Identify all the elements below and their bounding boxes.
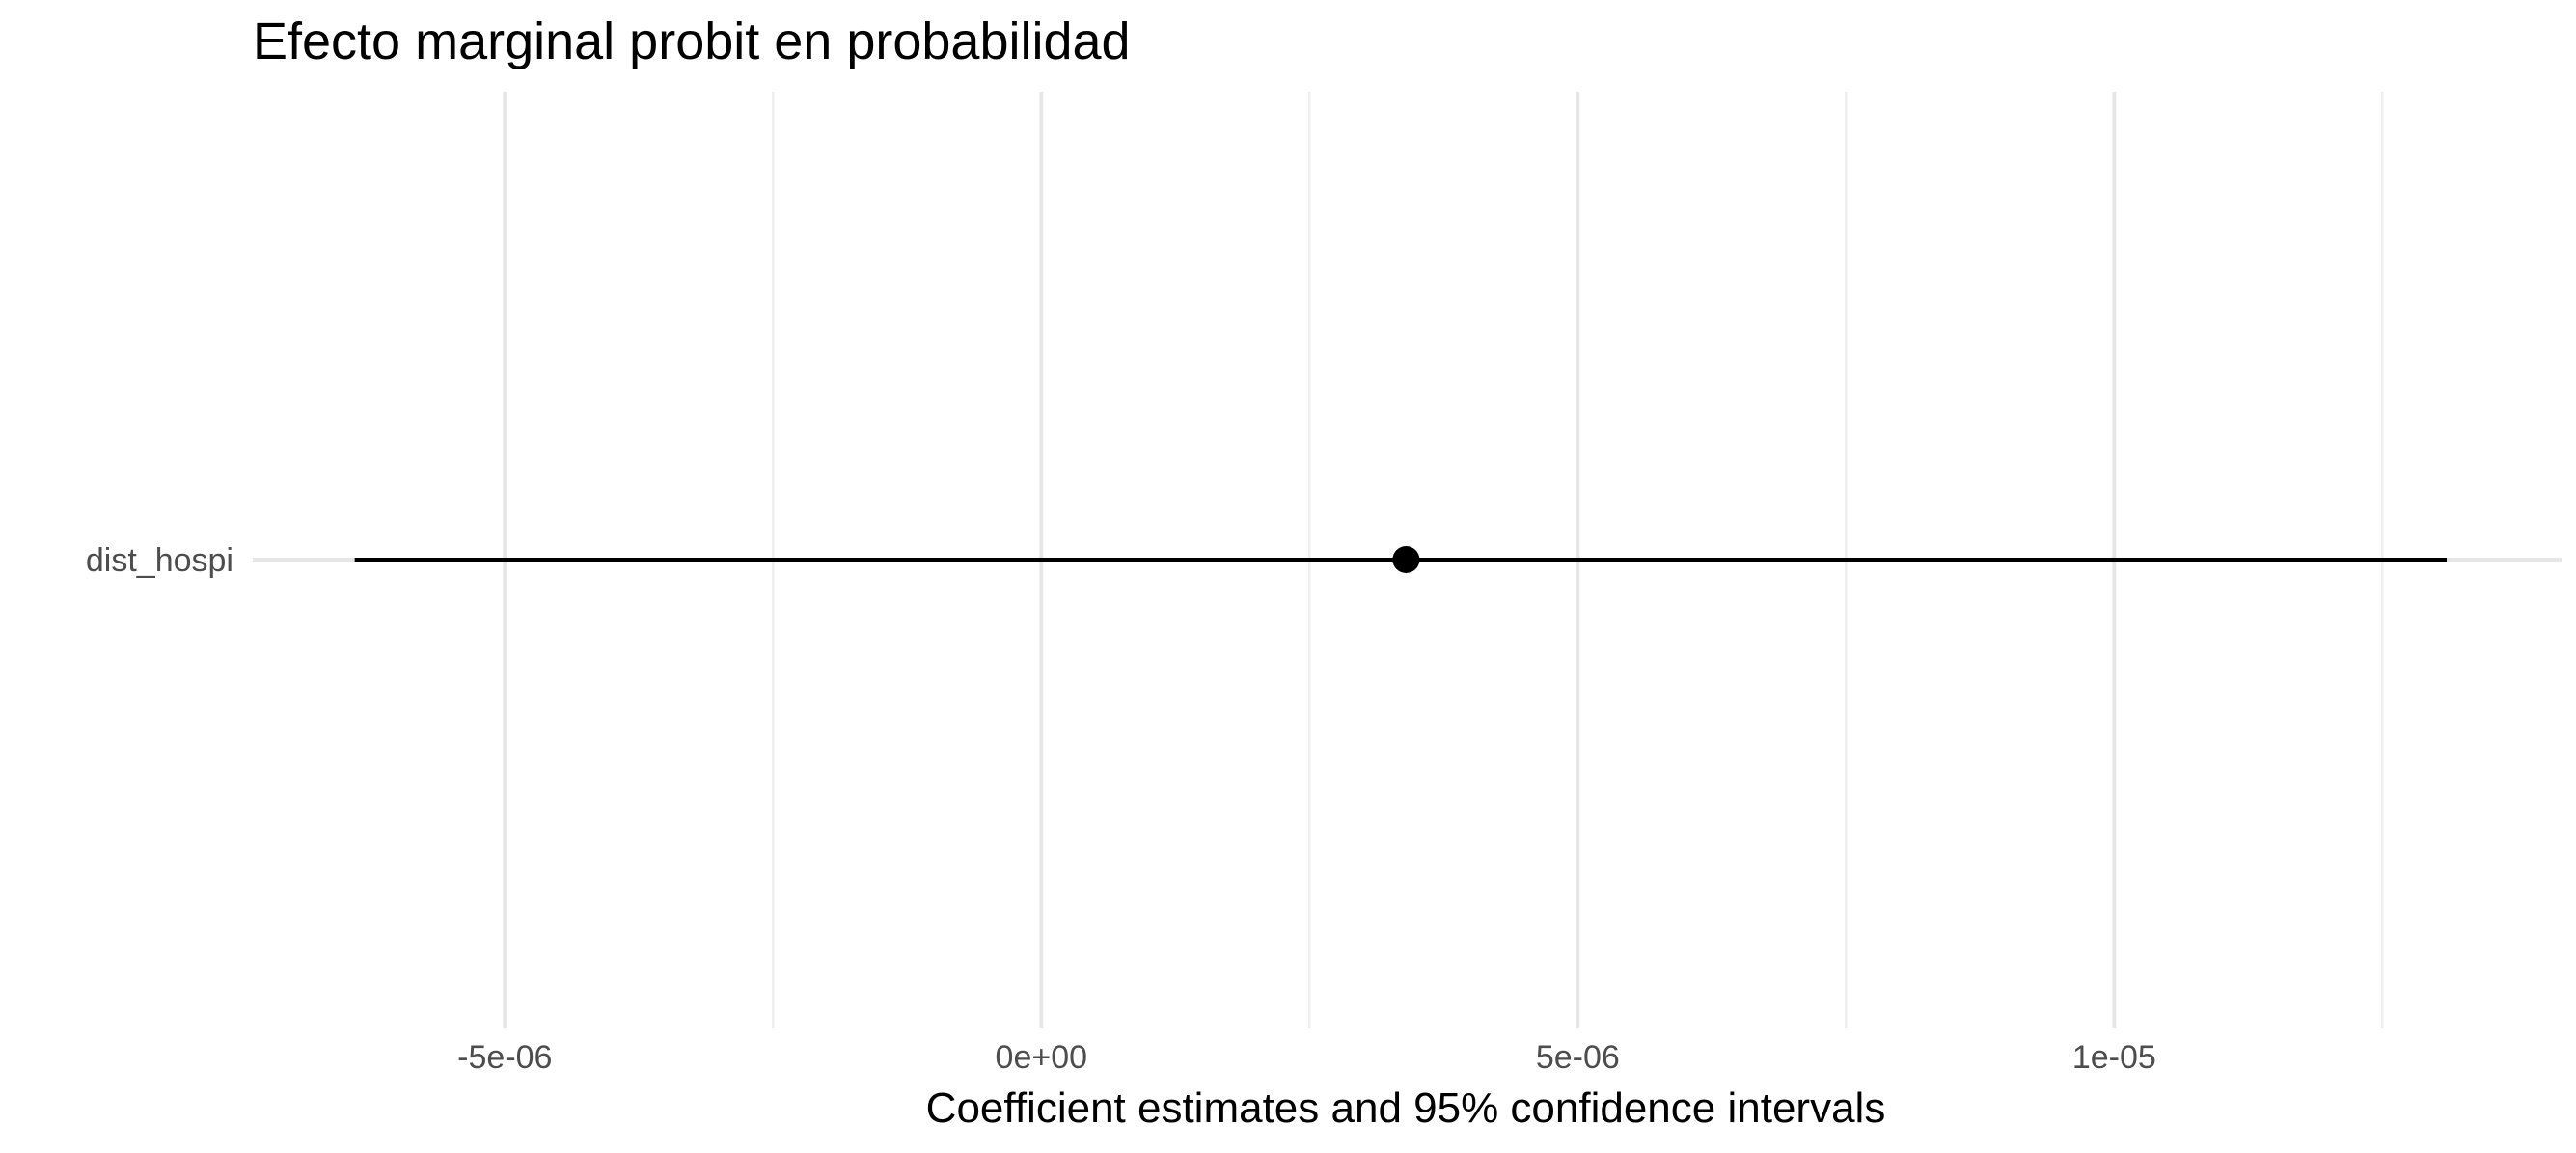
x-axis-tick-labels: -5e-06 0e+00 5e-06 1e-05	[457, 1039, 2156, 1076]
x-tick-label-1: 0e+00	[996, 1039, 1088, 1076]
chart-title: Efecto marginal probit en probabilidad	[253, 13, 1131, 70]
x-tick-label-2: 5e-06	[1536, 1039, 1620, 1076]
y-axis-tick-labels: dist_hospi	[86, 542, 233, 579]
y-tick-label-dist_hospi: dist_hospi	[86, 542, 233, 579]
x-axis-label: Coefficient estimates and 95% confidence…	[926, 1084, 1886, 1132]
x-tick-label-3: 1e-05	[2072, 1039, 2156, 1076]
data-marks	[354, 546, 2448, 573]
point-estimate-dist_hospi	[1392, 546, 1420, 573]
x-tick-label-0: -5e-06	[457, 1039, 552, 1076]
